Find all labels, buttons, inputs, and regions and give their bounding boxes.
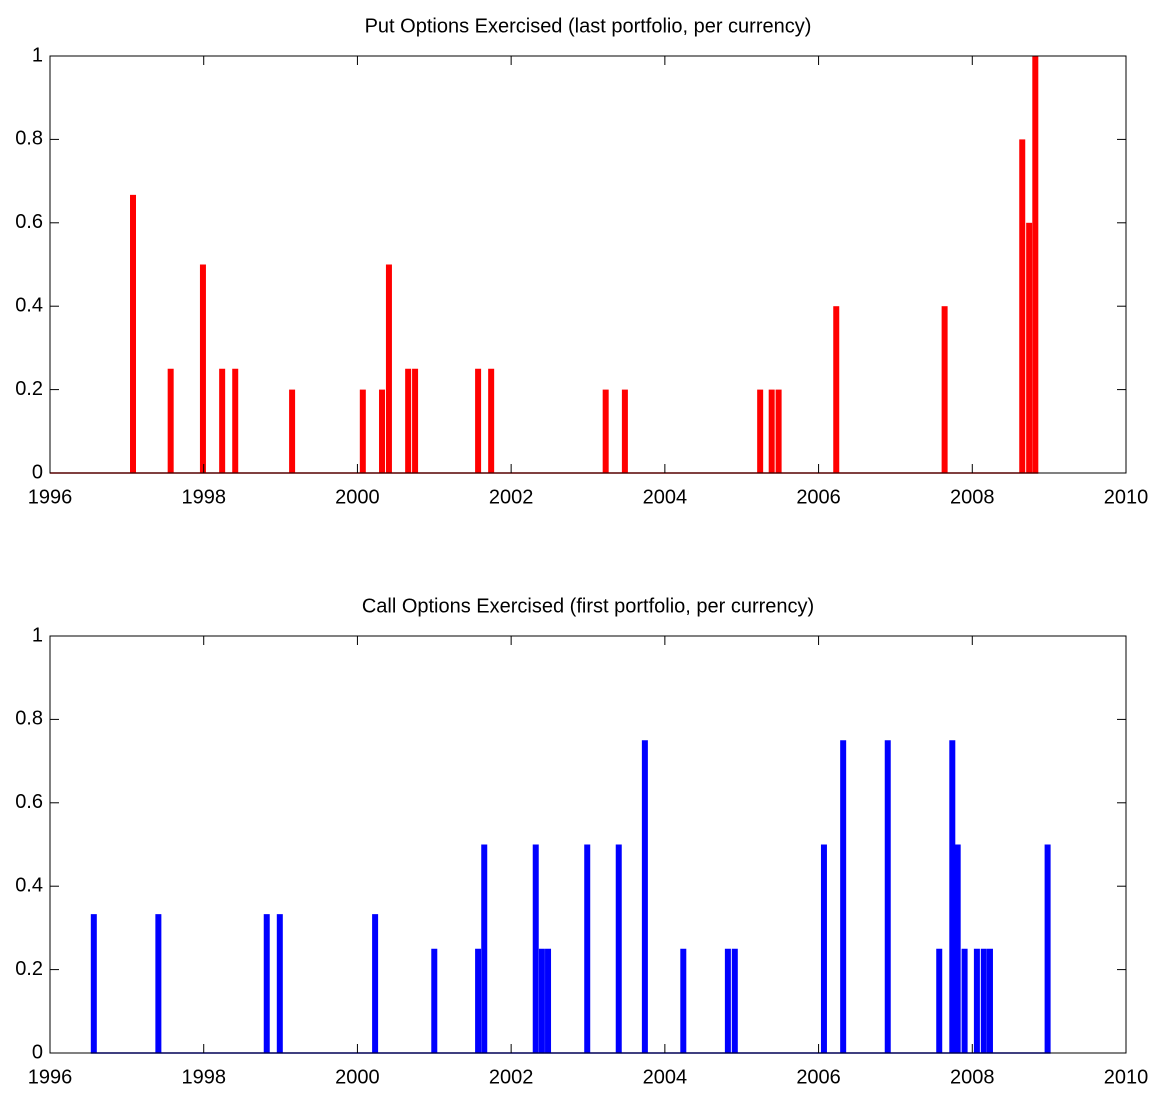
bar (276, 914, 283, 1053)
bar (833, 306, 840, 473)
y-tick-label: 0.4 (15, 294, 43, 316)
bar (884, 740, 891, 1053)
x-tick-label: 2002 (489, 486, 534, 508)
bar (584, 844, 591, 1053)
y-tick-label: 0.6 (15, 791, 43, 813)
bar (289, 389, 296, 473)
bar (532, 844, 539, 1053)
axes-box (49, 55, 1127, 474)
bar (941, 306, 948, 473)
bar (1026, 222, 1033, 473)
bar (431, 948, 438, 1053)
bar (167, 368, 174, 473)
x-tick-label: 2006 (796, 1066, 841, 1088)
x-tick-label: 2008 (950, 486, 995, 508)
bar (545, 948, 552, 1053)
bar (359, 389, 366, 473)
bar (973, 948, 980, 1053)
x-tick-label: 2006 (796, 486, 841, 508)
y-tick-label: 1 (32, 624, 43, 646)
x-tick-label: 2008 (950, 1066, 995, 1088)
bar (615, 844, 622, 1053)
y-tick-label: 0.4 (15, 874, 43, 896)
x-tick-label: 1996 (28, 486, 73, 508)
x-tick-label: 2000 (335, 486, 380, 508)
x-tick-label: 1998 (181, 486, 226, 508)
bar (372, 914, 379, 1053)
bar (768, 389, 775, 473)
y-tick-label: 0.6 (15, 211, 43, 233)
x-tick-label: 2002 (489, 1066, 534, 1088)
bar (130, 194, 137, 473)
bar (602, 389, 609, 473)
y-tick-label: 0 (32, 461, 43, 483)
bar (757, 389, 764, 473)
bar (986, 948, 993, 1053)
x-tick-label: 2004 (643, 1066, 688, 1088)
bar (731, 948, 738, 1053)
bar (1019, 139, 1026, 473)
x-tick-label: 1996 (28, 1066, 73, 1088)
x-tick-label: 1998 (181, 1066, 226, 1088)
y-tick-label: 0.8 (15, 708, 43, 730)
bar (820, 844, 827, 1053)
bar (980, 948, 987, 1053)
bar (680, 948, 687, 1053)
bar (405, 368, 412, 473)
bar (379, 389, 386, 473)
y-tick-label: 0.8 (15, 128, 43, 150)
bar (155, 914, 162, 1053)
bar (954, 844, 961, 1053)
y-tick-label: 1 (32, 44, 43, 66)
bar (538, 948, 545, 1053)
x-tick-label: 2004 (643, 486, 688, 508)
bar (961, 948, 968, 1053)
bar (412, 368, 419, 473)
bar (775, 389, 782, 473)
x-tick-label: 2010 (1104, 1066, 1149, 1088)
bar (949, 740, 956, 1053)
chart-title: Put Options Exercised (last portfolio, p… (365, 15, 812, 37)
bar (1044, 844, 1051, 1053)
bar (488, 368, 495, 473)
bar (232, 368, 239, 473)
bar (641, 740, 648, 1053)
y-tick-label: 0.2 (15, 958, 43, 980)
bar (475, 948, 482, 1053)
y-tick-label: 0 (32, 1041, 43, 1063)
bar (90, 914, 97, 1053)
bar (263, 914, 270, 1053)
bar (199, 264, 206, 473)
bar (936, 948, 943, 1053)
bar (621, 389, 628, 473)
bar (481, 844, 488, 1053)
chart-title: Call Options Exercised (first portfolio,… (362, 595, 814, 617)
bar (385, 264, 392, 473)
bar (475, 368, 482, 473)
bar (219, 368, 226, 473)
x-tick-label: 2010 (1104, 486, 1149, 508)
bar (724, 948, 731, 1053)
bar (1032, 56, 1039, 473)
x-tick-label: 2000 (335, 1066, 380, 1088)
y-tick-label: 0.2 (15, 378, 43, 400)
bar (840, 740, 847, 1053)
axes-box (49, 635, 1127, 1054)
